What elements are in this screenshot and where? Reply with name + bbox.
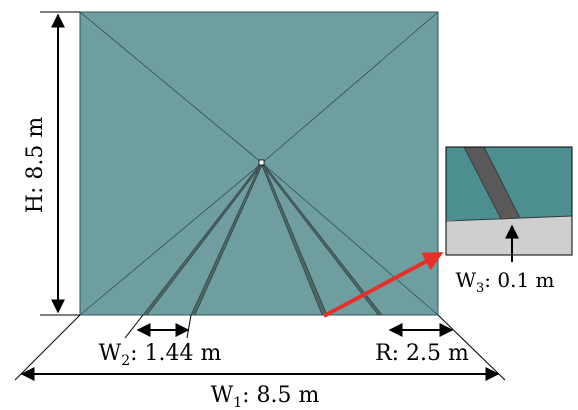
crack-spacing-label: W2: 1.44 m [99,341,222,369]
radius-label-var: R [375,341,393,366]
extension-line [124,314,144,339]
thickness-label-value: : 0.1 m [484,268,554,292]
height-label: H: 8.5 m [23,117,48,214]
thickness-label: W3: 0.1 m [455,268,554,296]
zoom-inset: W3: 0.1 m [445,146,573,296]
diagonal-line [261,162,439,316]
width-label-sub: 1 [233,395,242,410]
thickness-label-var: W [455,268,476,292]
crack-spacing-label-var: W [99,341,122,366]
width-label-var: W [211,383,234,408]
width-label: W1: 8.5 m [211,383,320,410]
diagonal-line [79,162,263,316]
radius-label: R: 2.5 m [375,341,469,366]
extension-line [14,314,81,381]
crack-spacing-label-value: : 1.44 m [130,341,221,366]
radius-label-value: : 2.5 m [392,341,469,366]
zoom-pointer-arrow [323,252,444,318]
height-label-var: H [23,194,48,213]
center-node [258,159,265,166]
crack-spacing-label-sub: 2 [121,353,130,369]
diagonal-line [79,11,263,164]
diagonal-line [261,11,439,164]
extension-line [186,314,192,339]
inset-base [446,216,572,255]
thickness-label-sub: 3 [476,281,484,296]
inset-border [445,146,573,256]
height-label-value: : 8.5 m [23,117,48,194]
width-label-value: : 8.5 m [242,383,319,408]
